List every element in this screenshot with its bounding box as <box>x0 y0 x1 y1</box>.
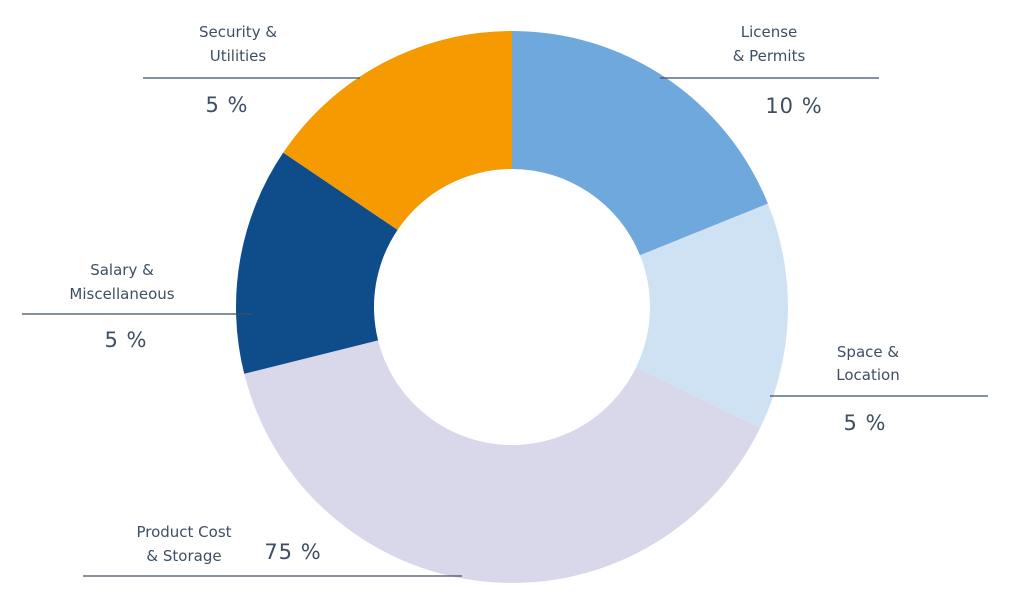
label-license-permits: License & Permits 10 % <box>660 23 879 118</box>
slice-name-line-2: Utilities <box>210 47 267 65</box>
slice-name-line-2: Miscellaneous <box>69 285 174 303</box>
slice-name-line-2: & Permits <box>733 47 806 65</box>
slice-space-location <box>636 203 788 428</box>
label-security-utilities: Security & Utilities 5 % <box>143 23 360 117</box>
slice-license-permits <box>512 31 768 256</box>
slice-salary-miscellaneous <box>236 152 398 374</box>
label-space-location: Space & Location 5 % <box>770 343 988 435</box>
slice-name-line-1: Space & <box>837 343 899 361</box>
slice-security-utilities <box>283 31 512 230</box>
slice-name-line-2: Location <box>836 366 899 384</box>
slice-product-cost-storage <box>244 340 761 583</box>
slice-name-line-1: Security & <box>199 23 277 41</box>
slice-name-line-2: & Storage <box>146 547 221 565</box>
labels-group: License & Permits 10 % Space & Location … <box>22 23 988 577</box>
label-salary-miscellaneous: Salary & Miscellaneous 5 % <box>22 261 252 352</box>
slice-percent-label: 75 % <box>264 540 321 564</box>
slices-group <box>236 31 788 583</box>
slice-percent-label: 5 % <box>105 328 148 352</box>
slice-name-line-1: Product Cost <box>136 523 231 541</box>
slice-percent-label: 10 % <box>765 94 822 118</box>
label-product-cost-storage: Product Cost & Storage 75 % <box>83 523 462 577</box>
slice-percent-label: 5 % <box>206 93 249 117</box>
slice-name-line-1: License <box>741 23 798 41</box>
slice-percent-label: 5 % <box>844 411 887 435</box>
slice-name-line-1: Salary & <box>90 261 154 279</box>
